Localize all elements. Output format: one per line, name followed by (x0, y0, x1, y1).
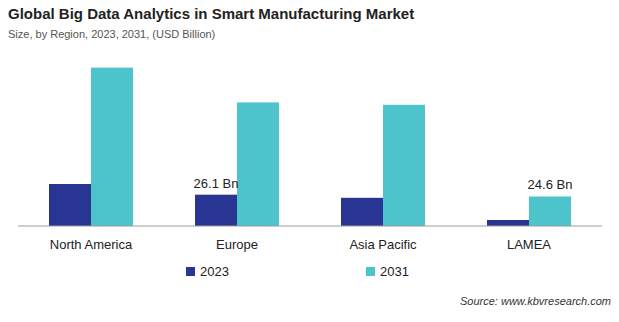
category-label: North America (50, 237, 133, 252)
baseline (18, 226, 602, 227)
source: Source: www.kbvresearch.com (460, 295, 611, 307)
labels: North America 26.1 Bn Europe Asia Pacific 24… (50, 176, 573, 252)
bar (195, 195, 237, 226)
category-label: Europe (216, 237, 258, 252)
legend-label: 2031 (380, 264, 409, 279)
legend-label: 2023 (200, 264, 229, 279)
bar (383, 105, 425, 226)
bar (341, 198, 383, 226)
bars (49, 68, 571, 226)
category-label: LAMEA (507, 237, 551, 252)
data-label: 26.1 Bn (194, 176, 239, 191)
bar (487, 220, 529, 226)
bar (529, 196, 571, 226)
subtitle: Size, by Region, 2023, 2031, (USD Billio… (8, 28, 215, 40)
legend-swatch (186, 267, 195, 276)
bar (237, 102, 279, 226)
data-label: 24.6 Bn (528, 177, 573, 192)
title: Global Big Data Analytics in Smart Manuf… (8, 5, 414, 22)
legend-swatch (366, 267, 375, 276)
bar (91, 68, 133, 226)
bar (49, 184, 91, 226)
category-label: Asia Pacific (349, 237, 417, 252)
legend: 2023 2031 (186, 264, 409, 279)
chart: Global Big Data Analytics in Smart Manuf… (0, 0, 619, 322)
